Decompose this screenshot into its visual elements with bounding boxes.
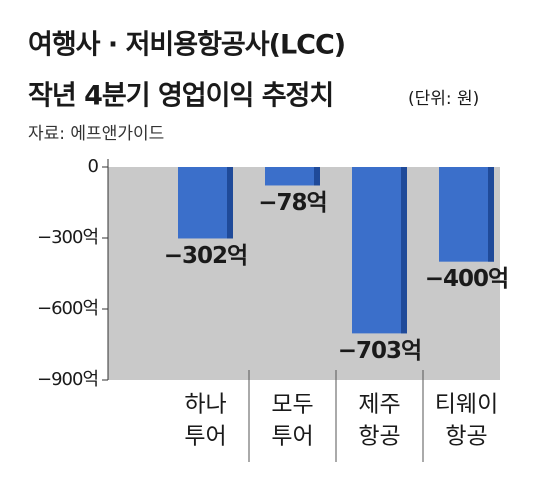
x-tick-label: 하나 [184, 392, 226, 418]
chart-title: 여행사 · 저비용항공사(LCC) [28, 30, 345, 61]
x-tick-label: 모두 [271, 392, 313, 418]
bar-shade [401, 167, 407, 334]
bar-shade [227, 167, 233, 239]
bar-shade [314, 167, 320, 186]
y-tick-label: −600억 [37, 298, 98, 319]
bar [352, 167, 407, 334]
bar [178, 167, 233, 239]
x-tick-label: 항공 [445, 424, 487, 450]
x-tick-label: 제주 [358, 392, 400, 418]
x-tick-label: 티웨이 [435, 392, 498, 418]
value-label: −400억 [425, 266, 508, 292]
x-tick-label: 항공 [358, 424, 400, 450]
bar [265, 167, 320, 186]
bar-shade [488, 167, 494, 262]
value-label: −302억 [164, 243, 247, 269]
unit-note: (단위: 원) [408, 89, 479, 109]
plot-area [108, 167, 500, 380]
bar [439, 167, 494, 262]
chart-subtitle: 작년 4분기 영업이익 추정치 [28, 81, 333, 112]
y-tick-label: −900억 [37, 369, 98, 390]
y-tick-label: 0 [88, 156, 99, 177]
y-tick-label: −300억 [37, 227, 98, 248]
x-tick-label: 투어 [271, 424, 313, 450]
x-tick-label: 투어 [184, 424, 226, 450]
value-label: −78억 [258, 190, 326, 216]
source-note: 자료: 에프앤가이드 [28, 124, 164, 144]
value-label: −703억 [338, 338, 421, 364]
